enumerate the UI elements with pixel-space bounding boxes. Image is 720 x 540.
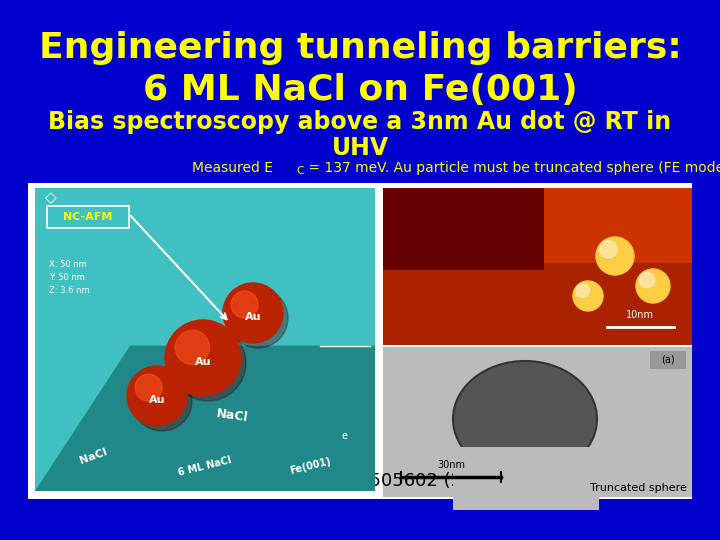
Circle shape [170,325,246,401]
Circle shape [132,371,192,431]
Text: C: C [296,166,304,176]
Text: NaCl: NaCl [78,447,108,465]
Text: Bias spectroscopy above a 3nm Au dot @ RT in: Bias spectroscopy above a 3nm Au dot @ R… [48,110,672,134]
Text: Engineering tunneling barriers:: Engineering tunneling barriers: [39,31,681,65]
Bar [35,188,375,491]
Bar [47,206,129,228]
Text: 6 ML NaCl on Fe(001): 6 ML NaCl on Fe(001) [143,73,577,107]
Text: Truncated sphere: Truncated sphere [590,483,687,493]
Bar [453,447,599,510]
Text: ◇: ◇ [45,190,57,205]
Circle shape [223,283,283,343]
Text: (a): (a) [661,355,675,365]
Circle shape [596,237,634,275]
Text: 30nm: 30nm [437,460,465,470]
Bar [383,188,692,345]
Circle shape [127,366,187,426]
Circle shape [573,281,603,311]
Text: 23: 23 [340,472,365,490]
Text: 6 ML NaCl: 6 ML NaCl [177,455,233,477]
Bar [650,351,686,369]
Circle shape [175,330,210,365]
Text: , 505602 (2012): , 505602 (2012) [358,472,503,490]
Text: NaCl: NaCl [215,407,249,424]
Text: Au: Au [245,312,261,322]
Text: Au: Au [149,395,166,405]
Text: = 137 meV. Au particle must be truncated sphere (FE model): = 137 meV. Au particle must be truncated… [304,161,720,175]
Circle shape [165,320,241,396]
Text: 10nm: 10nm [626,310,654,320]
Circle shape [135,374,162,401]
Circle shape [639,272,654,288]
Text: NC-AFM: NC-AFM [63,212,113,222]
Circle shape [600,241,617,258]
Polygon shape [35,346,375,491]
Circle shape [636,269,670,303]
Text: Fe(001): Fe(001) [288,456,332,476]
Text: UHV: UHV [331,136,389,160]
Text: Nanotechnology: Nanotechnology [185,472,338,490]
Bar [28,183,692,499]
Text: X: 50 nm
Y: 50 nm
Z: 3.6 nm: X: 50 nm Y: 50 nm Z: 3.6 nm [49,260,89,295]
Ellipse shape [453,361,597,477]
Bar [383,188,544,269]
Circle shape [576,284,590,298]
Text: e: e [342,431,348,441]
Bar [544,188,692,264]
Bar [383,347,692,497]
Circle shape [228,288,288,348]
Text: Au: Au [194,357,211,367]
Text: Measured E: Measured E [192,161,273,175]
Circle shape [231,291,258,318]
